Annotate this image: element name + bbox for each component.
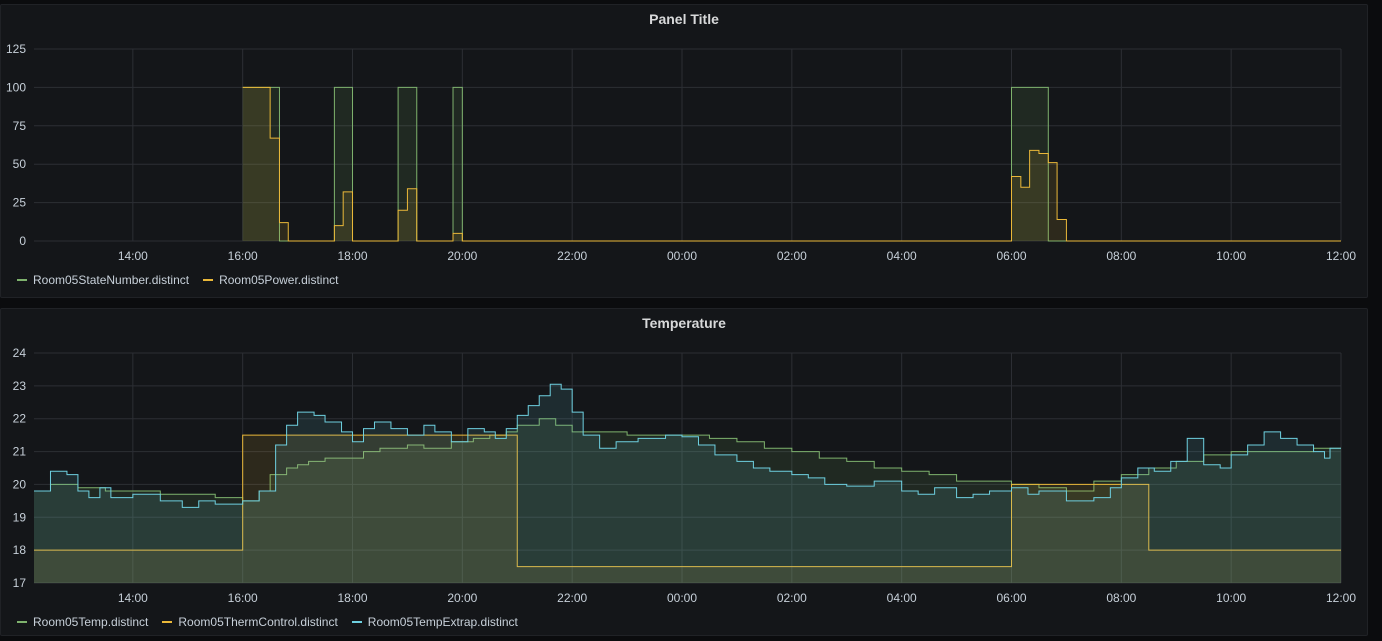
x-tick-label: 04:00 [887,591,917,605]
y-tick-label: 19 [13,510,27,524]
x-tick-label: 06:00 [996,249,1026,263]
legend-swatch [162,621,173,623]
x-tick-label: 14:00 [118,591,148,605]
y-tick-label: 24 [13,346,27,360]
y-tick-label: 50 [13,157,27,171]
x-tick-label: 12:00 [1326,591,1356,605]
x-tick-label: 06:00 [996,591,1026,605]
y-tick-label: 20 [13,477,27,491]
series-area [34,418,1341,583]
y-tick-label: 18 [13,543,27,557]
panel-temperature: Temperature 17 18 19 20 21 22 23 24 14:00 16:00 18… [0,308,1368,636]
legend-swatch [203,279,214,281]
legend-item[interactable]: Room05ThermControl.distinct [162,615,338,629]
legend-swatch [17,621,27,623]
x-tick-label: 04:00 [887,249,917,263]
legend-label: Room05StateNumber.distinct [33,273,190,287]
legend: Room05StateNumber.distinct Room05Power.d… [17,273,338,287]
panel-power: Panel Title 0 25 50 75 100 125 14:00 16:00 18:00… [0,4,1368,298]
legend-label: Room05Power.distinct [219,273,339,287]
legend-label: Room05ThermControl.distinct [178,615,338,629]
x-tick-label: 20:00 [447,591,477,605]
x-tick-label: 00:00 [667,249,697,263]
x-tick-label: 02:00 [777,249,807,263]
legend-swatch [351,621,362,623]
temperature-chart: 17 18 19 20 21 22 23 24 14:00 16:00 18:00 20:00 22:0… [13,346,1357,605]
y-tick-label: 17 [13,576,27,590]
series-area [34,384,1341,583]
legend-item[interactable]: Room05Temp.distinct [17,615,148,629]
panel-title[interactable]: Temperature [642,315,726,331]
y-tick-label: 21 [13,445,27,459]
power-chart: 0 25 50 75 100 125 14:00 16:00 18:00 20:00 22:00 00… [6,42,1356,263]
x-tick-label: 14:00 [118,249,148,263]
y-tick-label: 22 [13,412,27,426]
legend-label: Room05TempExtrap.distinct [367,615,518,629]
y-tick-label: 23 [13,379,27,393]
series-line [34,383,1341,508]
y-tick-label: 0 [19,234,26,248]
x-tick-label: 18:00 [337,591,367,605]
panel-title[interactable]: Panel Title [649,11,719,27]
legend-swatch [17,279,27,281]
legend-label: Room05Temp.distinct [33,615,149,629]
x-tick-label: 20:00 [447,249,477,263]
series-line [34,418,1341,502]
x-tick-label: 22:00 [557,591,587,605]
series-line [242,86,1341,242]
series-area [34,435,1341,583]
x-tick-label: 12:00 [1326,249,1356,263]
x-tick-label: 08:00 [1106,249,1136,263]
y-tick-label: 25 [13,196,27,210]
y-tick-label: 75 [13,119,27,133]
legend: Room05Temp.distinct Room05ThermControl.d… [17,615,518,629]
x-tick-label: 10:00 [1216,249,1246,263]
x-tick-label: 16:00 [228,249,258,263]
series-line [242,86,1341,242]
x-tick-label: 10:00 [1216,591,1246,605]
x-tick-label: 16:00 [228,591,258,605]
x-tick-label: 08:00 [1106,591,1136,605]
y-tick-label: 100 [6,80,26,94]
legend-item[interactable]: Room05StateNumber.distinct [17,273,189,287]
x-tick-label: 00:00 [667,591,697,605]
series-line [34,434,1341,568]
x-tick-label: 22:00 [557,249,587,263]
x-tick-label: 18:00 [337,249,367,263]
legend-item[interactable]: Room05TempExtrap.distinct [351,615,518,629]
legend-item[interactable]: Room05Power.distinct [203,273,338,287]
y-tick-label: 125 [6,42,26,56]
x-tick-label: 02:00 [777,591,807,605]
